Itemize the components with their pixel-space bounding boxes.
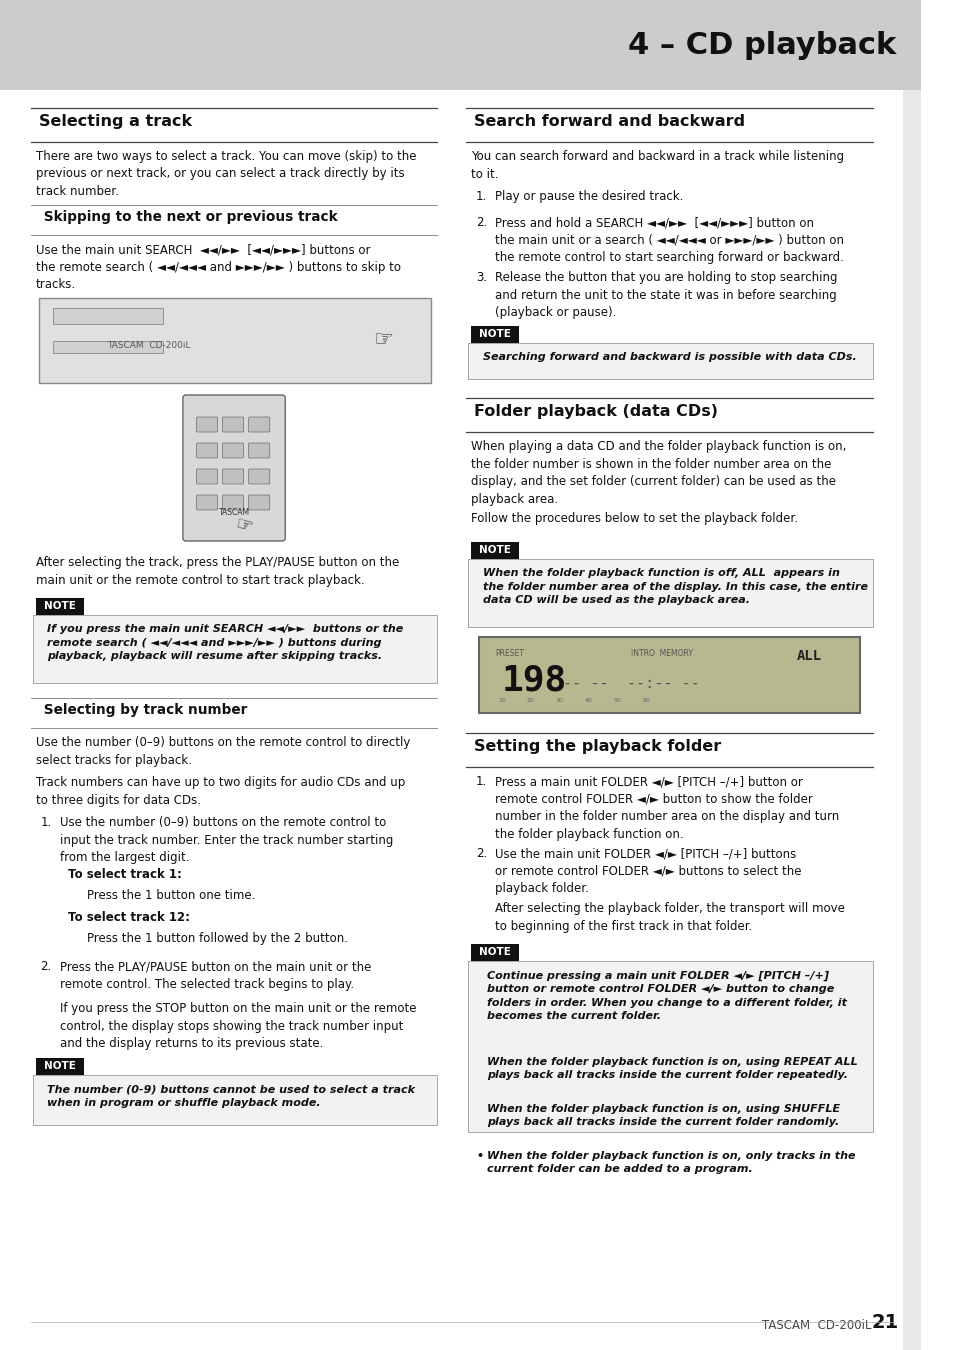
FancyBboxPatch shape bbox=[35, 598, 84, 614]
Text: When the folder playback function is on, only tracks in the
current folder can b: When the folder playback function is on,… bbox=[487, 1152, 855, 1174]
Text: Follow the procedures below to set the playback folder.: Follow the procedures below to set the p… bbox=[471, 512, 798, 525]
Text: ALL: ALL bbox=[796, 649, 821, 663]
Text: Press the 1 button one time.: Press the 1 button one time. bbox=[87, 890, 255, 902]
Text: 198: 198 bbox=[501, 664, 567, 698]
Text: To select track 1:: To select track 1: bbox=[68, 868, 181, 882]
FancyBboxPatch shape bbox=[902, 90, 920, 1350]
FancyBboxPatch shape bbox=[222, 468, 243, 485]
FancyBboxPatch shape bbox=[222, 443, 243, 458]
Text: When the folder playback function is on, using SHUFFLE
plays back all tracks ins: When the folder playback function is on,… bbox=[487, 1104, 840, 1127]
Text: 2.: 2. bbox=[476, 846, 487, 860]
Text: 20: 20 bbox=[526, 698, 535, 703]
FancyBboxPatch shape bbox=[471, 325, 518, 343]
Text: After selecting the playback folder, the transport will move
to beginning of the: After selecting the playback folder, the… bbox=[495, 902, 844, 933]
Text: 2.: 2. bbox=[476, 216, 487, 230]
Text: 30: 30 bbox=[556, 698, 563, 703]
Text: Press the PLAY/PAUSE button on the main unit or the
remote control. The selected: Press the PLAY/PAUSE button on the main … bbox=[60, 960, 371, 991]
Text: Setting the playback folder: Setting the playback folder bbox=[474, 738, 720, 755]
Text: When the folder playback function is off, ALL  appears in
the folder number area: When the folder playback function is off… bbox=[482, 568, 866, 605]
FancyBboxPatch shape bbox=[196, 495, 217, 510]
FancyBboxPatch shape bbox=[183, 396, 285, 541]
Text: 1.: 1. bbox=[476, 775, 487, 788]
Text: NOTE: NOTE bbox=[478, 948, 511, 957]
FancyBboxPatch shape bbox=[249, 468, 270, 485]
FancyBboxPatch shape bbox=[249, 443, 270, 458]
FancyBboxPatch shape bbox=[35, 1058, 84, 1075]
Text: ☞: ☞ bbox=[373, 331, 393, 351]
Text: 2.: 2. bbox=[40, 960, 51, 973]
Text: NOTE: NOTE bbox=[478, 329, 511, 339]
FancyBboxPatch shape bbox=[222, 417, 243, 432]
Text: TASCAM  CD-200iL: TASCAM CD-200iL bbox=[761, 1319, 879, 1332]
FancyBboxPatch shape bbox=[471, 541, 518, 559]
Text: Use the main unit FOLDER ◄/► [PITCH –/+] buttons
or remote control FOLDER ◄/► bu: Use the main unit FOLDER ◄/► [PITCH –/+]… bbox=[495, 846, 801, 895]
Text: The number (0-9) buttons cannot be used to select a track
when in program or shu: The number (0-9) buttons cannot be used … bbox=[48, 1084, 415, 1107]
Text: INTRO  MEMORY: INTRO MEMORY bbox=[630, 649, 692, 657]
FancyBboxPatch shape bbox=[468, 559, 872, 626]
Text: TASCAM: TASCAM bbox=[218, 509, 250, 517]
Text: NOTE: NOTE bbox=[478, 545, 511, 555]
Text: •: • bbox=[476, 1104, 483, 1114]
Text: PRESET: PRESET bbox=[495, 649, 523, 657]
Text: ☞: ☞ bbox=[233, 514, 254, 537]
Text: -- --  --:-- --: -- -- --:-- -- bbox=[562, 676, 699, 691]
Text: Play or pause the desired track.: Play or pause the desired track. bbox=[495, 190, 683, 202]
Text: Press a main unit FOLDER ◄/► [PITCH –/+] button or
remote control FOLDER ◄/► but: Press a main unit FOLDER ◄/► [PITCH –/+]… bbox=[495, 775, 839, 841]
Text: TASCAM  CD-200iL: TASCAM CD-200iL bbox=[107, 342, 190, 350]
Text: 50: 50 bbox=[613, 698, 621, 703]
FancyBboxPatch shape bbox=[0, 0, 920, 90]
Text: If you press the main unit SEARCH ◄◄/►►  buttons or the
remote search ( ◄◄/◄◄◄ a: If you press the main unit SEARCH ◄◄/►► … bbox=[48, 624, 403, 662]
Text: NOTE: NOTE bbox=[44, 1061, 75, 1072]
FancyBboxPatch shape bbox=[222, 495, 243, 510]
Text: Search forward and backward: Search forward and backward bbox=[474, 113, 744, 130]
Text: •: • bbox=[476, 1057, 483, 1066]
FancyBboxPatch shape bbox=[32, 1075, 436, 1125]
Text: Searching forward and backward is possible with data CDs.: Searching forward and backward is possib… bbox=[482, 352, 856, 362]
FancyBboxPatch shape bbox=[196, 443, 217, 458]
Text: Selecting a track: Selecting a track bbox=[38, 113, 192, 130]
FancyBboxPatch shape bbox=[468, 961, 872, 1133]
FancyBboxPatch shape bbox=[196, 468, 217, 485]
Text: There are two ways to select a track. You can move (skip) to the
previous or nex: There are two ways to select a track. Yo… bbox=[35, 150, 416, 198]
Text: Use the number (0–9) buttons on the remote control to
input the track number. En: Use the number (0–9) buttons on the remo… bbox=[60, 815, 393, 864]
Bar bbox=[53, 340, 163, 354]
Text: When the folder playback function is on, using REPEAT ALL
plays back all tracks : When the folder playback function is on,… bbox=[487, 1057, 858, 1080]
FancyBboxPatch shape bbox=[249, 495, 270, 510]
Text: Press and hold a SEARCH ◄◄/►►  [◄◄/►►►] button on
the main unit or a search ( ◄◄: Press and hold a SEARCH ◄◄/►► [◄◄/►►►] b… bbox=[495, 216, 843, 265]
FancyBboxPatch shape bbox=[38, 298, 430, 383]
Text: 1.: 1. bbox=[40, 815, 51, 829]
Text: 3.: 3. bbox=[476, 271, 486, 284]
Text: Continue pressing a main unit FOLDER ◄/► [PITCH –/+]
button or remote control FO: Continue pressing a main unit FOLDER ◄/►… bbox=[487, 971, 846, 1021]
Text: Use the number (0–9) buttons on the remote control to directly
select tracks for: Use the number (0–9) buttons on the remo… bbox=[35, 736, 410, 767]
Text: After selecting the track, press the PLAY/PAUSE button on the
main unit or the r: After selecting the track, press the PLA… bbox=[35, 556, 398, 586]
Text: You can search forward and backward in a track while listening
to it.: You can search forward and backward in a… bbox=[471, 150, 843, 181]
Text: Release the button that you are holding to stop searching
and return the unit to: Release the button that you are holding … bbox=[495, 271, 837, 319]
Text: 60: 60 bbox=[642, 698, 650, 703]
Text: If you press the STOP button on the main unit or the remote
control, the display: If you press the STOP button on the main… bbox=[60, 1002, 416, 1050]
Text: To select track 12:: To select track 12: bbox=[68, 911, 190, 923]
FancyBboxPatch shape bbox=[478, 637, 860, 713]
FancyBboxPatch shape bbox=[196, 417, 217, 432]
Text: Track numbers can have up to two digits for audio CDs and up
to three digits for: Track numbers can have up to two digits … bbox=[35, 776, 404, 806]
Text: 21: 21 bbox=[870, 1314, 898, 1332]
Text: 10: 10 bbox=[497, 698, 505, 703]
Text: Folder playback (data CDs): Folder playback (data CDs) bbox=[474, 404, 718, 418]
Bar bbox=[53, 308, 163, 324]
FancyBboxPatch shape bbox=[32, 616, 436, 683]
Text: Skipping to the next or previous track: Skipping to the next or previous track bbox=[38, 211, 336, 224]
Text: 1.: 1. bbox=[476, 190, 487, 202]
Text: Press the 1 button followed by the 2 button.: Press the 1 button followed by the 2 but… bbox=[87, 931, 348, 945]
Text: When playing a data CD and the folder playback function is on,
the folder number: When playing a data CD and the folder pl… bbox=[471, 440, 845, 505]
FancyBboxPatch shape bbox=[468, 343, 872, 379]
Text: Selecting by track number: Selecting by track number bbox=[38, 703, 247, 717]
Text: •: • bbox=[476, 1152, 483, 1161]
Text: 4 – CD playback: 4 – CD playback bbox=[628, 31, 896, 59]
FancyBboxPatch shape bbox=[249, 417, 270, 432]
Text: 40: 40 bbox=[584, 698, 592, 703]
Text: Use the main unit SEARCH  ◄◄/►►  [◄◄/►►►] buttons or
the remote search ( ◄◄/◄◄◄ : Use the main unit SEARCH ◄◄/►► [◄◄/►►►] … bbox=[35, 243, 400, 292]
FancyBboxPatch shape bbox=[471, 944, 518, 960]
Text: NOTE: NOTE bbox=[44, 601, 75, 612]
Text: •: • bbox=[476, 971, 483, 981]
